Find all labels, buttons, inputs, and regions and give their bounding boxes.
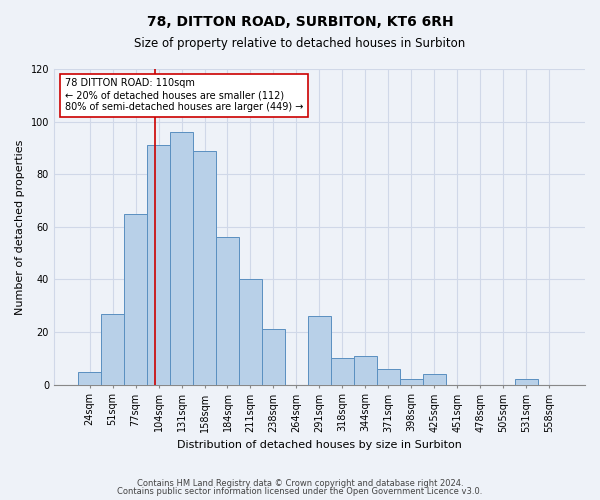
Bar [239, 280, 262, 384]
Bar [124, 214, 147, 384]
Bar [515, 380, 538, 384]
X-axis label: Distribution of detached houses by size in Surbiton: Distribution of detached houses by size … [177, 440, 462, 450]
Bar [331, 358, 354, 384]
Bar [423, 374, 446, 384]
Text: 78 DITTON ROAD: 110sqm
← 20% of detached houses are smaller (112)
80% of semi-de: 78 DITTON ROAD: 110sqm ← 20% of detached… [65, 78, 303, 112]
Bar [147, 146, 170, 384]
Bar [193, 150, 216, 384]
Text: 78, DITTON ROAD, SURBITON, KT6 6RH: 78, DITTON ROAD, SURBITON, KT6 6RH [146, 15, 454, 29]
Bar [170, 132, 193, 384]
Bar [308, 316, 331, 384]
Bar [377, 369, 400, 384]
Bar [101, 314, 124, 384]
Bar [354, 356, 377, 384]
Bar [78, 372, 101, 384]
Text: Contains public sector information licensed under the Open Government Licence v3: Contains public sector information licen… [118, 487, 482, 496]
Text: Size of property relative to detached houses in Surbiton: Size of property relative to detached ho… [134, 38, 466, 51]
Bar [400, 380, 423, 384]
Text: Contains HM Land Registry data © Crown copyright and database right 2024.: Contains HM Land Registry data © Crown c… [137, 478, 463, 488]
Bar [262, 330, 285, 384]
Y-axis label: Number of detached properties: Number of detached properties [15, 139, 25, 314]
Bar [216, 238, 239, 384]
